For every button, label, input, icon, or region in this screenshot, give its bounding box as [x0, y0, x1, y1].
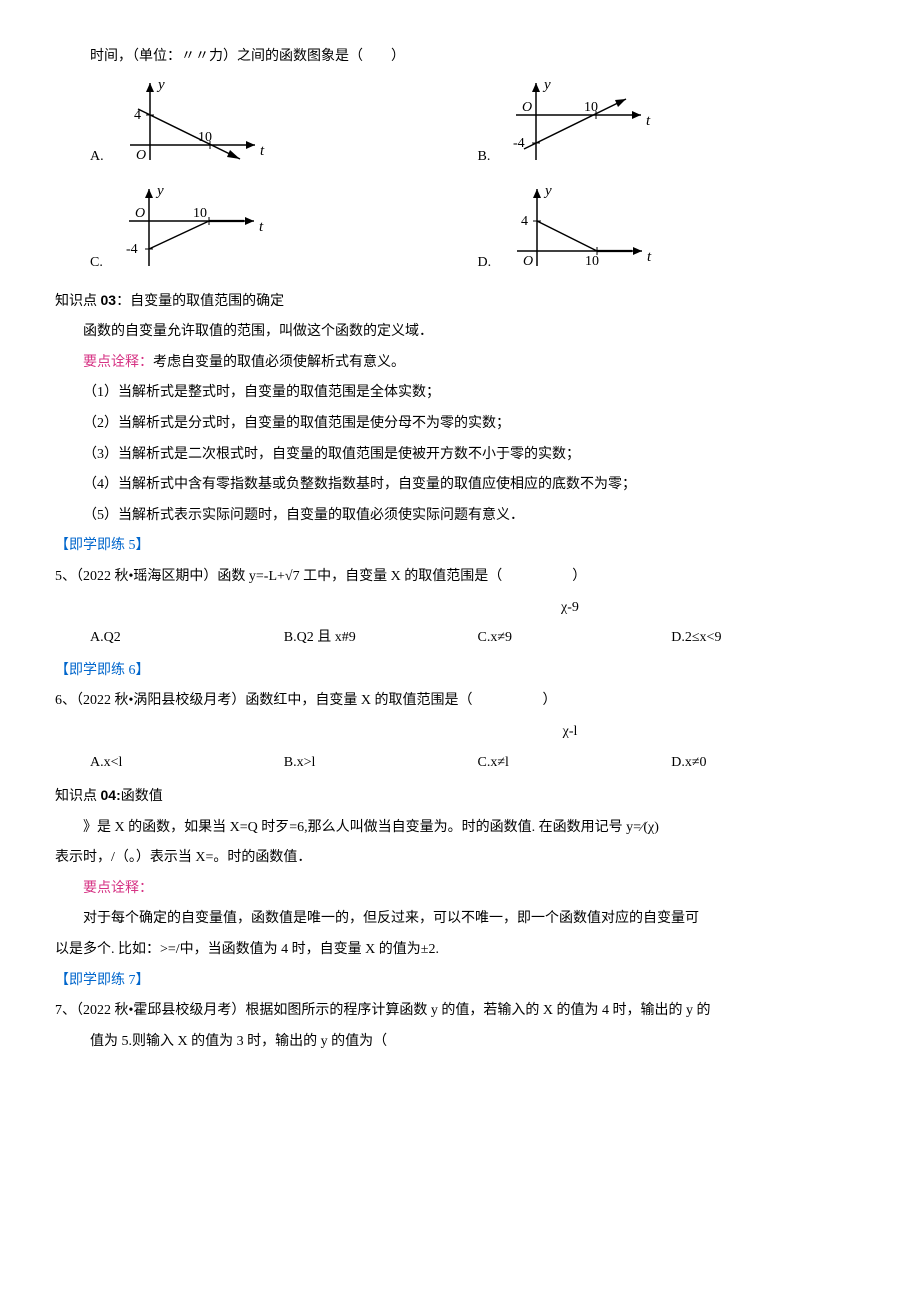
- svg-text:O: O: [522, 100, 532, 115]
- ex7-line2: 值为 5.则输入 X 的值为 3 时，输出的 y 的值为（: [90, 1029, 865, 1056]
- kp03-heading: 知识点 03：自变量的取值范围的确定: [55, 287, 865, 316]
- svg-text:t: t: [260, 143, 265, 159]
- ex6-opt-c: C.x≠l: [478, 750, 672, 777]
- kp03-note-label: 要点诠释：: [83, 355, 153, 370]
- kp04-num: 04:: [101, 787, 121, 803]
- ex5-opt-d: D.2≤x<9: [671, 625, 865, 652]
- option-label-a: A.: [90, 144, 104, 171]
- ex6-opt-a: A.x<l: [90, 750, 284, 777]
- svg-text:t: t: [259, 219, 264, 235]
- svg-text:t: t: [647, 249, 652, 265]
- svg-text:10: 10: [585, 254, 599, 269]
- ex5-opt-c: C.x≠9: [478, 625, 672, 652]
- graph-a: y t O 4 10: [110, 75, 270, 175]
- ex5-options: A.Q2 B.Q2 且 x#9 C.x≠9 D.2≤x<9: [90, 625, 865, 652]
- kp03-item-4: （4）当解析式中含有零指数基或负整数指数基时，自变量的取值应使相应的底数不为零；: [55, 472, 865, 499]
- kp03-item-5: （5）当解析式表示实际问题时，自变量的取值必须使实际问题有意义．: [55, 503, 865, 530]
- kp04-p3a: 对于每个确定的自变量值，函数值是唯一的，但反过来，可以不唯一，即一个函数值对应的…: [55, 906, 865, 933]
- kp04-prefix: 知识点: [55, 789, 97, 804]
- ex7-num: 7、: [55, 1003, 76, 1018]
- kp04-suffix: 函数值: [121, 789, 163, 804]
- svg-text:y: y: [542, 77, 551, 93]
- svg-text:10: 10: [193, 206, 207, 221]
- svg-text:-4: -4: [513, 136, 525, 151]
- graph-b: y t O -4 10: [496, 75, 656, 175]
- graph-c: y t O -4 10: [109, 181, 269, 281]
- svg-text:O: O: [135, 206, 145, 221]
- continuation-line: 时间，（单位：〃〃力）之间的函数图象是（ ）: [90, 44, 865, 71]
- graph-row-2: C. y t O -4 10 D. y t O 4: [90, 181, 865, 281]
- ex7-tag: 【即学即练 7】: [55, 968, 865, 995]
- ex5-frac: χ-9: [275, 595, 865, 622]
- kp03-note: 要点诠释：考虑自变量的取值必须使解析式有意义。: [55, 350, 865, 377]
- graph-cell-a: A. y t O 4 10: [90, 75, 478, 175]
- ex5-text: （2022 秋•瑶海区期中）函数 y=-L+√7 工中，自变量 X 的取值范围是…: [76, 569, 586, 584]
- ex6-opt-d: D.x≠0: [671, 750, 865, 777]
- ex5-opt-b: B.Q2 且 x#9: [284, 625, 478, 652]
- kp04-p1: 》是 X 的函数，如果当 X=Q 时歹=6,那么人叫做当自变量为。时的函数值. …: [55, 815, 865, 842]
- ex5-num: 5、: [55, 569, 76, 584]
- kp04-note-label: 要点诠释：: [55, 876, 865, 903]
- svg-text:-4: -4: [126, 242, 138, 257]
- graph-row-1: A. y t O 4 10 B. y t O -4: [90, 75, 865, 175]
- ex7-line1: 7、（2022 秋•霍邱县校级月考）根据如图所示的程序计算函数 y 的值，若输入…: [55, 998, 865, 1025]
- ex6-num: 6、: [55, 693, 76, 708]
- kp04-p3b: 以是多个. 比如：>=/中，当函数值为 4 时，自变量 X 的值为±2.: [55, 937, 865, 964]
- kp03-item-1: （1）当解析式是整式时，自变量的取值范围是全体实数；: [55, 380, 865, 407]
- ex6-frac: χ-l: [275, 719, 865, 746]
- kp04-p2: 表示时，/（。）表示当 X=。时的函数值．: [55, 845, 865, 872]
- kp03-prefix: 知识点: [55, 294, 97, 309]
- ex5-opt-a: A.Q2: [90, 625, 284, 652]
- ex6-question: 6、（2022 秋•涡阳县校级月考）函数红中，自变量 X 的取值范围是（ ）: [55, 688, 865, 715]
- kp03-intro: 函数的自变量允许取值的范围，叫做这个函数的定义域．: [55, 319, 865, 346]
- kp03-num: 03: [101, 292, 117, 308]
- svg-text:y: y: [543, 183, 552, 199]
- ex6-opt-b: B.x>l: [284, 750, 478, 777]
- graph-d: y t O 4 10: [497, 181, 657, 281]
- svg-text:4: 4: [521, 214, 528, 229]
- option-label-c: C.: [90, 250, 103, 277]
- kp03-suffix: ：自变量的取值范围的确定: [116, 294, 284, 309]
- ex6-text: （2022 秋•涡阳县校级月考）函数红中，自变量 X 的取值范围是（ ）: [76, 693, 557, 708]
- ex6-tag: 【即学即练 6】: [55, 658, 865, 685]
- svg-text:O: O: [136, 148, 146, 163]
- option-label-b: B.: [478, 144, 491, 171]
- svg-text:y: y: [156, 77, 165, 93]
- ex5-tag: 【即学即练 5】: [55, 533, 865, 560]
- graph-cell-c: C. y t O -4 10: [90, 181, 478, 281]
- kp03-item-2: （2）当解析式是分式时，自变量的取值范围是使分母不为零的实数；: [55, 411, 865, 438]
- option-label-d: D.: [478, 250, 492, 277]
- kp03-item-3: （3）当解析式是二次根式时，自变量的取值范围是使被开方数不小于零的实数；: [55, 442, 865, 469]
- svg-text:y: y: [155, 183, 164, 199]
- kp04-heading: 知识点 04:函数值: [55, 782, 865, 811]
- graph-cell-d: D. y t O 4 10: [478, 181, 866, 281]
- svg-text:O: O: [523, 254, 533, 269]
- ex6-options: A.x<l B.x>l C.x≠l D.x≠0: [90, 750, 865, 777]
- kp03-note-body: 考虑自变量的取值必须使解析式有意义。: [153, 355, 405, 370]
- ex7-text1: （2022 秋•霍邱县校级月考）根据如图所示的程序计算函数 y 的值，若输入的 …: [76, 1003, 711, 1018]
- svg-text:t: t: [646, 113, 651, 129]
- ex5-question: 5、（2022 秋•瑶海区期中）函数 y=-L+√7 工中，自变量 X 的取值范…: [55, 564, 865, 591]
- graph-cell-b: B. y t O -4 10: [478, 75, 866, 175]
